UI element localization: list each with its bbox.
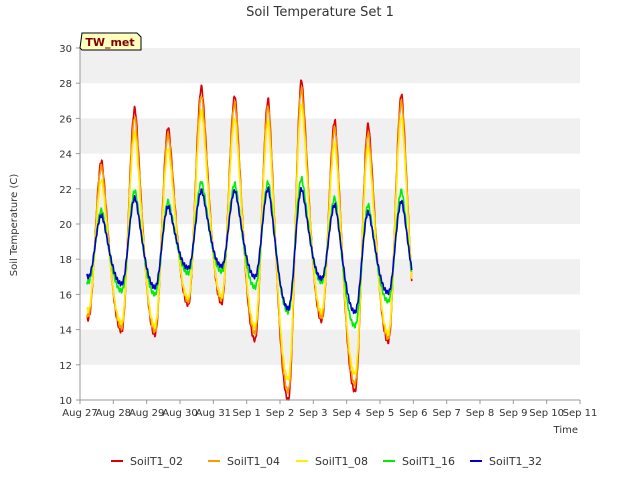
y-tick-label: 10: [59, 396, 72, 407]
x-tick-label: Aug 29: [129, 408, 164, 419]
y-tick-label: 24: [59, 150, 72, 161]
legend-label: SoilT1_04: [227, 455, 280, 468]
annotation-box: TW_met: [79, 32, 142, 51]
y-tick-label: 14: [59, 326, 72, 337]
x-tick-label: Sep 4: [332, 408, 360, 419]
x-tick-label: Sep 3: [299, 408, 327, 419]
x-tick-label: Aug 28: [96, 408, 131, 419]
x-tick-label: Aug 30: [162, 408, 197, 419]
x-tick-label: Sep 11: [563, 408, 598, 419]
series-line-SoilT1_32: [85, 186, 413, 315]
x-tick-label: Sep 10: [529, 408, 564, 419]
x-tick-label: Aug 27: [62, 408, 97, 419]
grid-band: [80, 48, 580, 84]
grid-band: [80, 259, 580, 295]
y-tick-label: 28: [59, 79, 72, 90]
series-lines: [85, 79, 413, 401]
grid-band: [80, 118, 580, 154]
y-tick-label: 16: [59, 290, 72, 301]
y-tick-label: 12: [59, 361, 72, 372]
x-tick-label: Sep 6: [399, 408, 427, 419]
y-tick-label: 30: [59, 44, 72, 55]
y-tick-label: 18: [59, 255, 72, 266]
x-tick-label: Aug 31: [196, 408, 231, 419]
legend-label: SoilT1_16: [402, 455, 455, 468]
y-axis-label: Soil Temperature (C): [9, 174, 20, 277]
y-tick-label: 22: [59, 185, 72, 196]
x-axis-label: Time: [553, 425, 578, 436]
annotation-label: TW_met: [85, 36, 134, 49]
x-tick-label: Sep 5: [366, 408, 394, 419]
legend-label: SoilT1_02: [130, 455, 183, 468]
x-tick-label: Sep 7: [432, 408, 460, 419]
legend: SoilT1_02 SoilT1_04 SoilT1_08 SoilT1_16 Soil…: [111, 455, 542, 468]
legend-label: SoilT1_08: [315, 455, 368, 468]
y-tick-label: 20: [59, 220, 72, 231]
series-line-SoilT1_08: [86, 103, 413, 381]
x-tick-label: Sep 9: [499, 408, 527, 419]
x-tick-label: Sep 2: [266, 408, 294, 419]
chart-title: Soil Temperature Set 1: [246, 5, 394, 20]
plot-background: [80, 48, 580, 400]
x-tick-label: Sep 1: [232, 408, 260, 419]
y-tick-label: 26: [59, 114, 72, 125]
x-tick-label: Sep 8: [466, 408, 494, 419]
grid-band: [80, 329, 580, 365]
legend-label: SoilT1_32: [489, 455, 542, 468]
